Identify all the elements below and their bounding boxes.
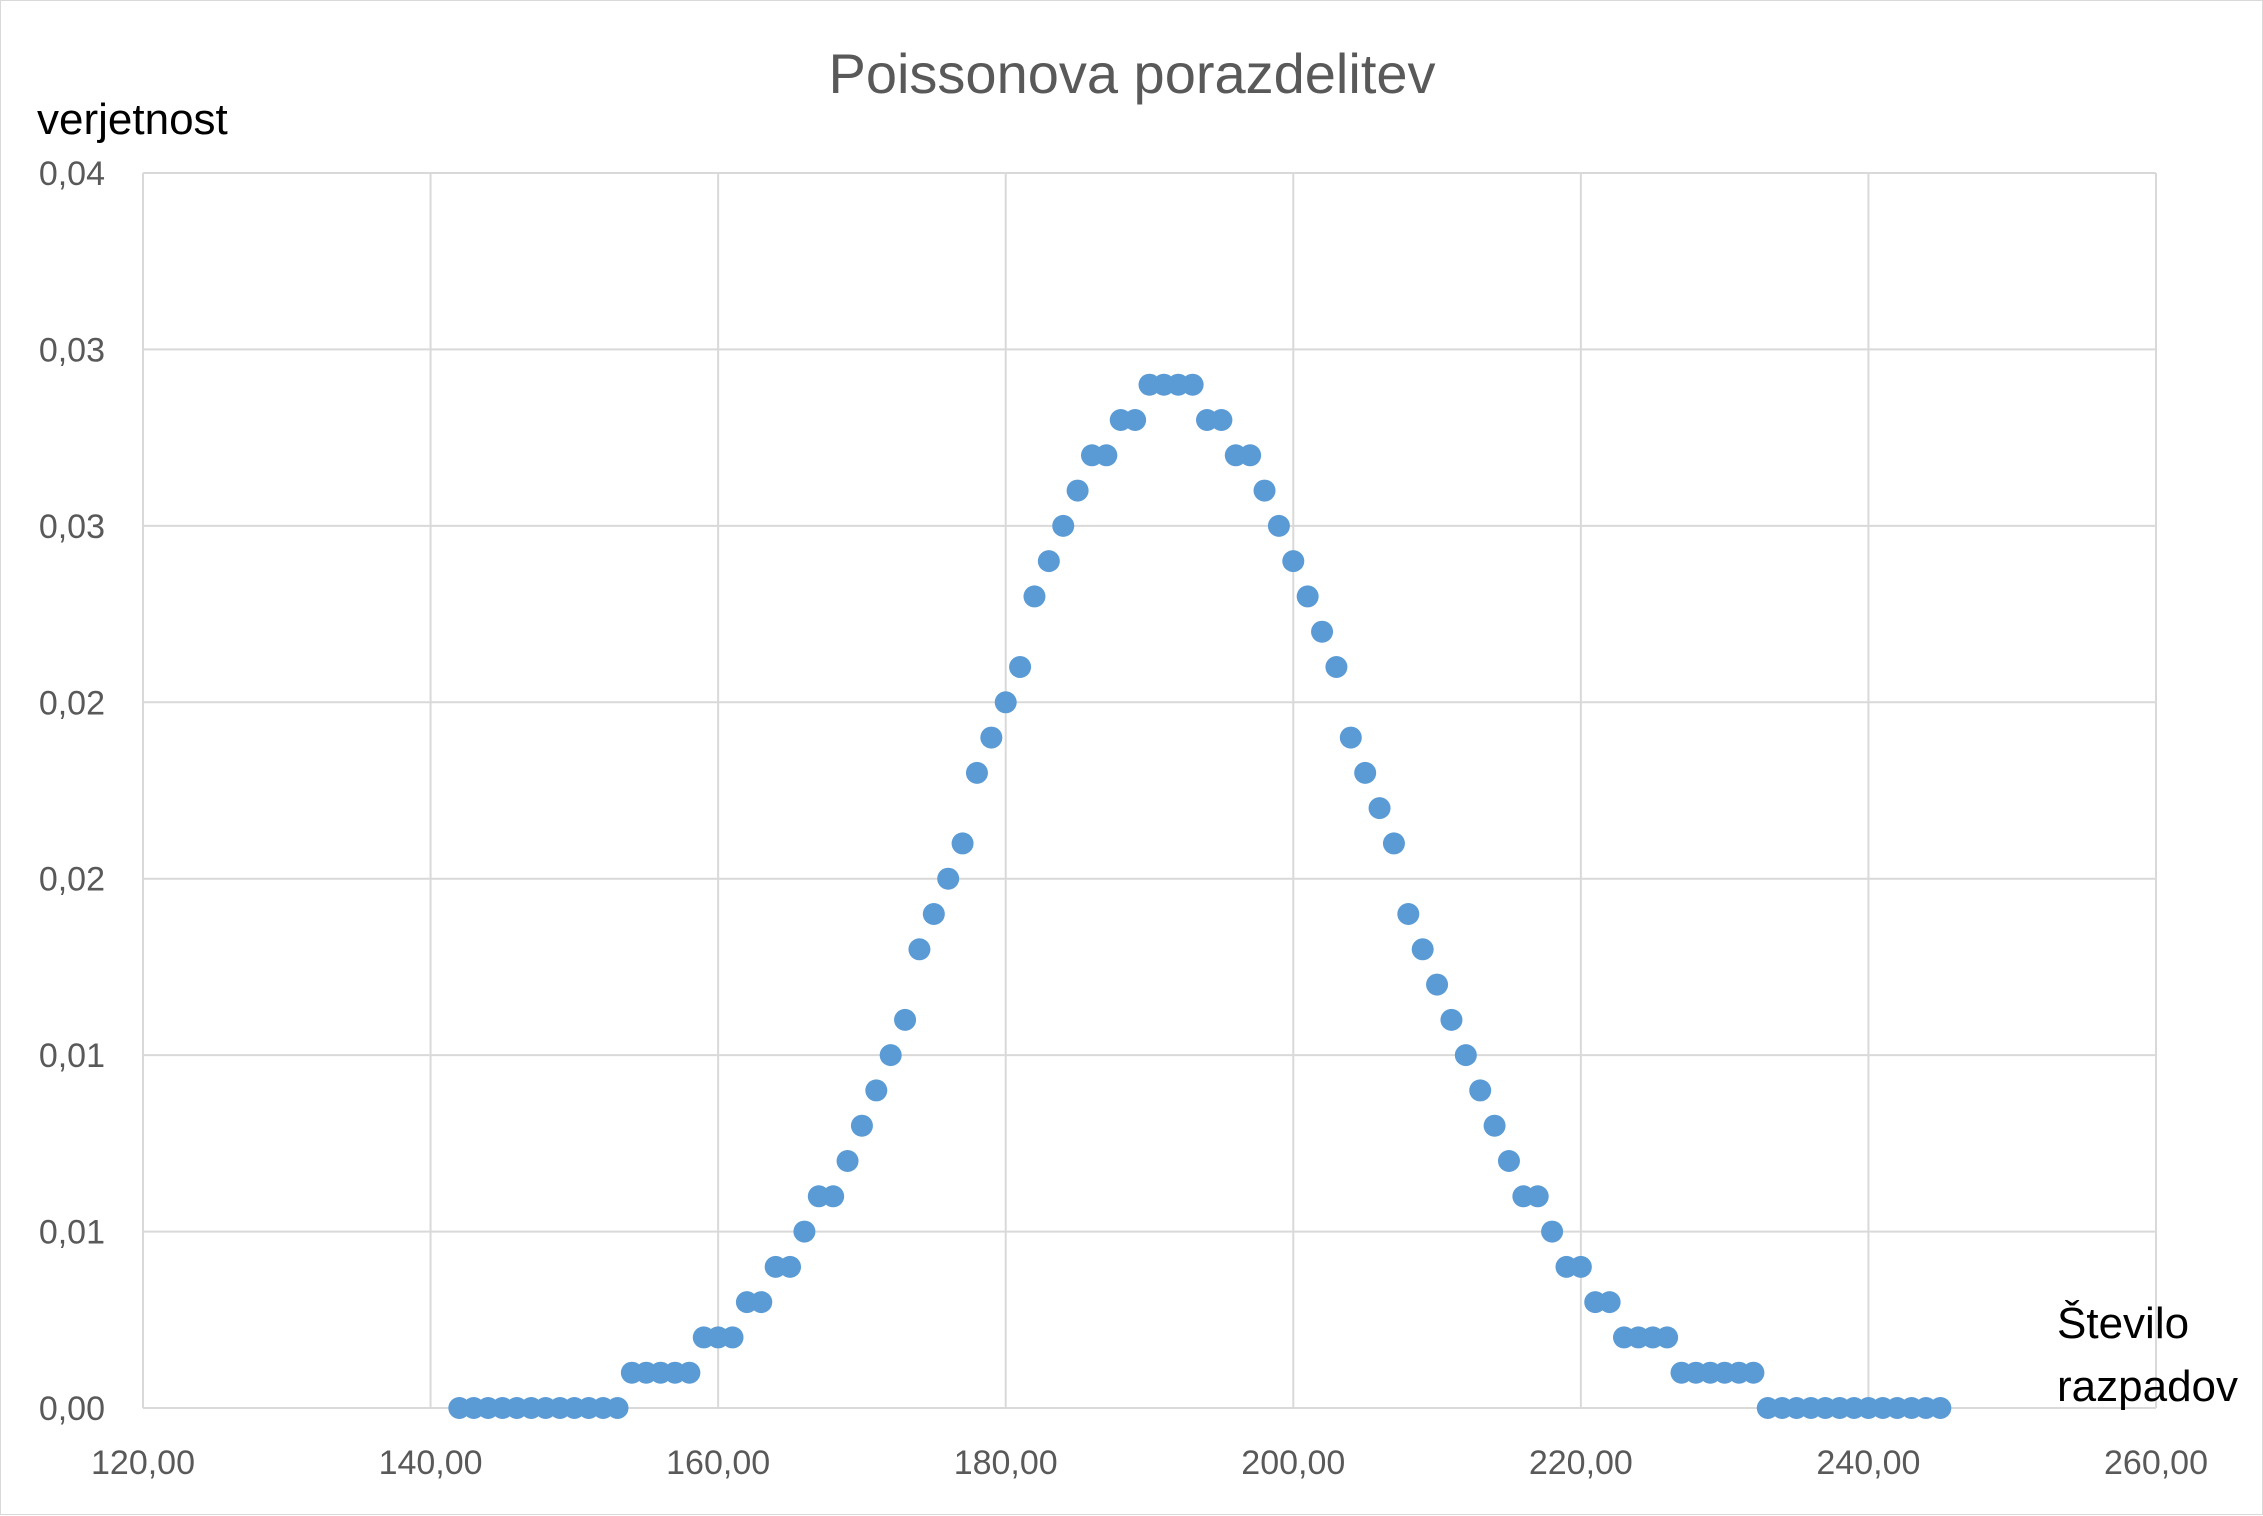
y-tick-label: 0,03 (39, 331, 105, 369)
data-point (1052, 514, 1075, 537)
data-point (1009, 656, 1032, 678)
y-axis-label: verjetnost (37, 95, 228, 144)
data-point (1497, 1150, 1520, 1172)
x-tick-label: 220,00 (1529, 1444, 1633, 1482)
y-tick-label: 0,04 (39, 155, 105, 193)
data-point (1181, 373, 1204, 396)
data-point (1282, 550, 1305, 573)
data-point (1239, 444, 1262, 467)
data-point (793, 1220, 816, 1243)
data-point (965, 761, 988, 784)
data-point (1325, 656, 1348, 678)
data-point (1124, 409, 1147, 431)
x-tick-label: 160,00 (666, 1444, 770, 1482)
data-point (750, 1291, 773, 1314)
y-tick-label: 0,00 (39, 1390, 105, 1428)
data-point (1483, 1114, 1506, 1137)
data-point (994, 691, 1017, 714)
data-point (850, 1114, 873, 1137)
data-point (951, 832, 974, 855)
data-point (836, 1150, 859, 1172)
y-tick-label: 0,02 (39, 861, 105, 899)
data-point (1253, 479, 1276, 502)
y-tick-label: 0,03 (39, 508, 105, 546)
data-point (1354, 761, 1377, 784)
data-point (922, 903, 945, 925)
data-point (1469, 1079, 1492, 1102)
data-point (879, 1044, 902, 1067)
data-point (1037, 550, 1060, 573)
data-point (908, 938, 931, 961)
data-point (1296, 585, 1319, 608)
data-point (1526, 1185, 1549, 1208)
y-axis-ticks: 0,00 0,01 0,01 0,02 0,02 0,03 0,03 0,04 (39, 155, 105, 1428)
chart-title: Poissonova porazdelitev (828, 42, 1435, 105)
grid (142, 172, 2157, 1409)
data-point (1426, 973, 1449, 996)
data-point (865, 1079, 888, 1102)
x-tick-label: 200,00 (1241, 1444, 1345, 1482)
data-point (1339, 726, 1362, 749)
data-point (1095, 444, 1118, 467)
x-axis-ticks: 120,00 140,00 160,00 180,00 200,00 220,00 240,… (91, 1444, 2208, 1482)
y-tick-label: 0,01 (39, 1037, 105, 1075)
data-series (448, 373, 1952, 1419)
x-tick-label: 120,00 (91, 1444, 195, 1482)
data-point (1454, 1044, 1477, 1067)
data-point (1368, 797, 1391, 820)
data-point (822, 1185, 845, 1208)
data-point (1066, 479, 1089, 502)
data-point (1382, 832, 1405, 855)
data-point (1311, 620, 1334, 643)
y-tick-label: 0,02 (39, 684, 105, 722)
data-point (606, 1397, 629, 1419)
x-tick-label: 260,00 (2104, 1444, 2208, 1482)
data-point (1267, 514, 1290, 537)
y-tick-label: 0,01 (39, 1214, 105, 1252)
data-point (1210, 409, 1233, 431)
x-tick-label: 180,00 (954, 1444, 1058, 1482)
data-point (1541, 1220, 1564, 1243)
data-point (937, 867, 960, 890)
data-point (894, 1008, 917, 1031)
data-point (1656, 1326, 1679, 1349)
data-point (1929, 1397, 1952, 1419)
data-point (721, 1326, 744, 1349)
data-point (1411, 938, 1434, 961)
data-point (1440, 1008, 1463, 1031)
data-point (678, 1361, 701, 1384)
data-point (1023, 585, 1046, 608)
x-tick-label: 240,00 (1816, 1444, 1920, 1482)
x-axis-label-line-2: razpadov (2057, 1362, 2238, 1411)
data-point (1598, 1291, 1621, 1314)
data-point (1397, 903, 1420, 925)
data-point (1742, 1361, 1765, 1384)
x-axis-label-line-1: Število (2057, 1298, 2189, 1348)
x-tick-label: 140,00 (379, 1444, 483, 1482)
data-point (980, 726, 1003, 749)
data-point (779, 1255, 802, 1278)
data-point (1569, 1255, 1592, 1278)
